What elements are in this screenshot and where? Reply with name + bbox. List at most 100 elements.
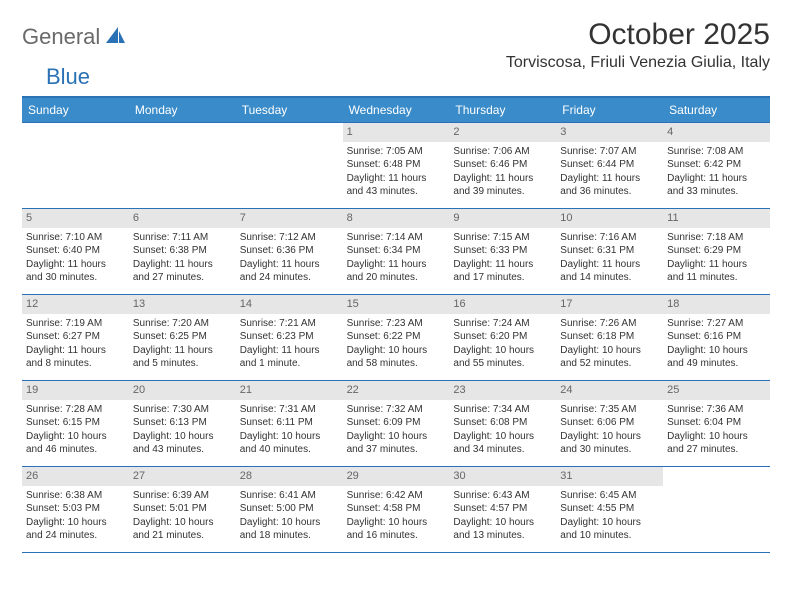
daylight-line-2: and 24 minutes. xyxy=(26,529,125,543)
daylight-line-2: and 49 minutes. xyxy=(667,357,766,371)
sunrise-line: Sunrise: 7:15 AM xyxy=(453,231,552,245)
day-number: 6 xyxy=(129,209,236,228)
daylight-line-2: and 33 minutes. xyxy=(667,185,766,199)
sunrise-line: Sunrise: 7:23 AM xyxy=(347,317,446,331)
daylight-line-1: Daylight: 11 hours xyxy=(240,258,339,272)
sunrise-line: Sunrise: 7:19 AM xyxy=(26,317,125,331)
daylight-line-2: and 18 minutes. xyxy=(240,529,339,543)
sunrise-line: Sunrise: 7:32 AM xyxy=(347,403,446,417)
daylight-line-2: and 30 minutes. xyxy=(560,443,659,457)
sunrise-line: Sunrise: 7:05 AM xyxy=(347,145,446,159)
sunrise-line: Sunrise: 6:41 AM xyxy=(240,489,339,503)
sunrise-line: Sunrise: 6:42 AM xyxy=(347,489,446,503)
weekday-monday: Monday xyxy=(129,98,236,122)
daylight-line-2: and 11 minutes. xyxy=(667,271,766,285)
day-cell: 26Sunrise: 6:38 AMSunset: 5:03 PMDayligh… xyxy=(22,466,129,552)
sunrise-line: Sunrise: 7:20 AM xyxy=(133,317,232,331)
day-cell: 23Sunrise: 7:34 AMSunset: 6:08 PMDayligh… xyxy=(449,380,556,466)
daylight-line-2: and 37 minutes. xyxy=(347,443,446,457)
daylight-line-2: and 27 minutes. xyxy=(133,271,232,285)
weekday-wednesday: Wednesday xyxy=(343,98,450,122)
weekday-friday: Friday xyxy=(556,98,663,122)
sunset-line: Sunset: 6:13 PM xyxy=(133,416,232,430)
empty-cell xyxy=(22,122,129,208)
daylight-line-1: Daylight: 11 hours xyxy=(133,344,232,358)
daylight-line-2: and 20 minutes. xyxy=(347,271,446,285)
daylight-line-1: Daylight: 10 hours xyxy=(347,516,446,530)
sunset-line: Sunset: 6:31 PM xyxy=(560,244,659,258)
sunset-line: Sunset: 6:16 PM xyxy=(667,330,766,344)
day-cell: 6Sunrise: 7:11 AMSunset: 6:38 PMDaylight… xyxy=(129,208,236,294)
sunrise-line: Sunrise: 7:24 AM xyxy=(453,317,552,331)
sunrise-line: Sunrise: 7:28 AM xyxy=(26,403,125,417)
daylight-line-1: Daylight: 10 hours xyxy=(560,344,659,358)
sunset-line: Sunset: 6:46 PM xyxy=(453,158,552,172)
day-number: 8 xyxy=(343,209,450,228)
sunrise-line: Sunrise: 7:30 AM xyxy=(133,403,232,417)
sunrise-line: Sunrise: 7:10 AM xyxy=(26,231,125,245)
sunset-line: Sunset: 6:11 PM xyxy=(240,416,339,430)
daylight-line-2: and 46 minutes. xyxy=(26,443,125,457)
logo-text-general: General xyxy=(22,24,100,50)
daylight-line-2: and 13 minutes. xyxy=(453,529,552,543)
day-number: 19 xyxy=(22,381,129,400)
sunrise-line: Sunrise: 7:34 AM xyxy=(453,403,552,417)
day-cell: 8Sunrise: 7:14 AMSunset: 6:34 PMDaylight… xyxy=(343,208,450,294)
daylight-line-2: and 10 minutes. xyxy=(560,529,659,543)
day-cell: 30Sunrise: 6:43 AMSunset: 4:57 PMDayligh… xyxy=(449,466,556,552)
day-cell: 16 Sunrise: 7:24 AMSunset: 6:20 PMDayligh… xyxy=(449,294,556,380)
daylight-line-1: Daylight: 10 hours xyxy=(667,430,766,444)
sunrise-line: Sunrise: 7:07 AM xyxy=(560,145,659,159)
day-number: 23 xyxy=(449,381,556,400)
sunset-line: Sunset: 6:48 PM xyxy=(347,158,446,172)
day-cell: 25Sunrise: 7:36 AMSunset: 6:04 PMDayligh… xyxy=(663,380,770,466)
day-cell: 10Sunrise: 7:16 AMSunset: 6:31 PMDayligh… xyxy=(556,208,663,294)
daylight-line-2: and 43 minutes. xyxy=(347,185,446,199)
sunset-line: Sunset: 4:57 PM xyxy=(453,502,552,516)
logo: General xyxy=(22,18,130,50)
daylight-line-2: and 24 minutes. xyxy=(240,271,339,285)
sunrise-line: Sunrise: 7:11 AM xyxy=(133,231,232,245)
day-cell: 11Sunrise: 7:18 AMSunset: 6:29 PMDayligh… xyxy=(663,208,770,294)
daylight-line-1: Daylight: 10 hours xyxy=(453,344,552,358)
daylight-line-2: and 21 minutes. xyxy=(133,529,232,543)
day-number: 26 xyxy=(22,467,129,486)
day-number: 5 xyxy=(22,209,129,228)
day-number: 11 xyxy=(663,209,770,228)
day-number: 16 xyxy=(449,295,556,314)
sunrise-line: Sunrise: 6:38 AM xyxy=(26,489,125,503)
sunset-line: Sunset: 6:22 PM xyxy=(347,330,446,344)
sunset-line: Sunset: 6:04 PM xyxy=(667,416,766,430)
sunset-line: Sunset: 6:44 PM xyxy=(560,158,659,172)
day-number: 14 xyxy=(236,295,343,314)
sunset-line: Sunset: 6:20 PM xyxy=(453,330,552,344)
day-number: 1 xyxy=(343,123,450,142)
day-number: 22 xyxy=(343,381,450,400)
sunset-line: Sunset: 6:15 PM xyxy=(26,416,125,430)
day-cell: 7Sunrise: 7:12 AMSunset: 6:36 PMDaylight… xyxy=(236,208,343,294)
empty-cell xyxy=(129,122,236,208)
sunrise-line: Sunrise: 7:12 AM xyxy=(240,231,339,245)
day-cell: 4Sunrise: 7:08 AMSunset: 6:42 PMDaylight… xyxy=(663,122,770,208)
daylight-line-1: Daylight: 10 hours xyxy=(347,430,446,444)
day-number: 24 xyxy=(556,381,663,400)
sunset-line: Sunset: 6:36 PM xyxy=(240,244,339,258)
sunset-line: Sunset: 6:40 PM xyxy=(26,244,125,258)
day-cell: 22Sunrise: 7:32 AMSunset: 6:09 PMDayligh… xyxy=(343,380,450,466)
daylight-line-1: Daylight: 11 hours xyxy=(560,172,659,186)
day-cell: 5Sunrise: 7:10 AMSunset: 6:40 PMDaylight… xyxy=(22,208,129,294)
daylight-line-1: Daylight: 10 hours xyxy=(667,344,766,358)
sunrise-line: Sunrise: 7:27 AM xyxy=(667,317,766,331)
month-title: October 2025 xyxy=(506,18,770,52)
logo-text-blue: Blue xyxy=(46,64,90,90)
day-cell: 15 Sunrise: 7:23 AMSunset: 6:22 PMDayligh… xyxy=(343,294,450,380)
daylight-line-1: Daylight: 11 hours xyxy=(347,258,446,272)
logo-sail-icon xyxy=(104,25,126,50)
day-cell: 20Sunrise: 7:30 AMSunset: 6:13 PMDayligh… xyxy=(129,380,236,466)
empty-cell xyxy=(663,466,770,552)
sunrise-line: Sunrise: 7:18 AM xyxy=(667,231,766,245)
daylight-line-1: Daylight: 10 hours xyxy=(347,344,446,358)
day-cell: 2Sunrise: 7:06 AMSunset: 6:46 PMDaylight… xyxy=(449,122,556,208)
daylight-line-2: and 27 minutes. xyxy=(667,443,766,457)
day-number: 15 xyxy=(343,295,450,314)
